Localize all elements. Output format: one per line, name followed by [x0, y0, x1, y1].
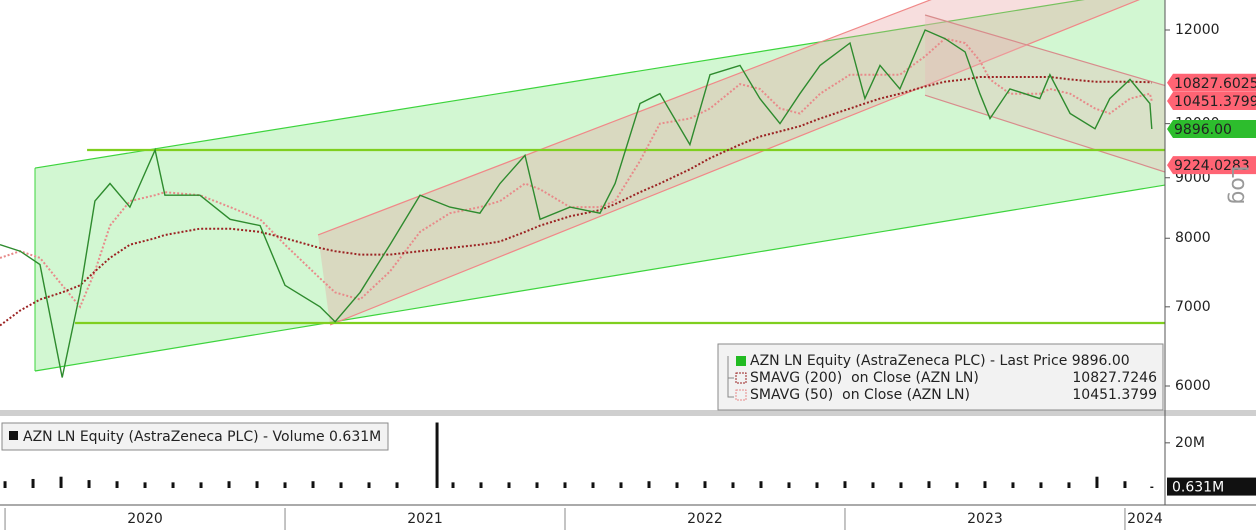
x-tick-label: 2024 [1127, 511, 1163, 527]
legend-bracket [727, 356, 734, 398]
channel-fill [925, 14, 1165, 173]
volume-bar [1067, 482, 1071, 488]
moving-average-line [0, 76, 1153, 327]
price-line [0, 29, 1153, 378]
volume-bar [395, 482, 399, 488]
volume-bar [563, 482, 567, 488]
channel-line [34, 184, 1165, 372]
channel-line [924, 14, 1165, 87]
channel-line [924, 94, 1165, 173]
legend-label: SMAVG (200) on Close (AZN LN) [750, 370, 979, 386]
legend-value: 10827.7246 [1072, 370, 1157, 386]
y-tick-label: 20M [1175, 435, 1205, 451]
volume-bar [227, 481, 231, 488]
channel-fill [318, 0, 1139, 325]
volume-bar [451, 482, 455, 488]
volume-bar [815, 482, 819, 488]
volume-tag-label: 0.631M [1172, 480, 1224, 496]
x-tick-label: 2023 [967, 511, 1003, 527]
legend-label: AZN LN Equity (AstraZeneca PLC) - Last P… [750, 353, 1130, 369]
price-panel [0, 0, 1165, 378]
volume-bar [171, 482, 175, 488]
volume-bar [759, 481, 763, 488]
y-tick-label: 6000 [1175, 378, 1211, 394]
legend-value: 10451.3799 [1072, 387, 1157, 403]
y-tick-label: 7000 [1175, 299, 1211, 315]
price-tag-label: 9224.0283 [1174, 158, 1250, 174]
volume-bar [143, 482, 147, 488]
volume-bar [871, 482, 875, 488]
volume-bar [87, 480, 91, 488]
volume-bar [3, 481, 7, 488]
price-tag [1167, 73, 1256, 92]
overlay: 6000700080009000100001200010827.60251045… [1, 22, 1256, 530]
volume-bar [675, 482, 679, 488]
legend-box [717, 343, 1164, 411]
volume-bar [311, 481, 315, 488]
volume-bar [899, 482, 903, 488]
x-tick-label: 2020 [127, 511, 163, 527]
volume-bar [1150, 486, 1154, 488]
volume-bar [1039, 482, 1043, 488]
volume-bar [479, 482, 483, 488]
price-tag-label: 10451.3799 [1174, 94, 1256, 110]
volume-bar [843, 481, 847, 488]
volume-bar [1123, 481, 1127, 488]
volume-bar [1095, 476, 1099, 488]
price-tag [1167, 120, 1256, 139]
volume-bar [435, 422, 439, 488]
price-tag [1167, 91, 1256, 110]
volume-bar [619, 482, 623, 488]
legend-swatch [9, 431, 18, 440]
volume-bar [283, 482, 287, 488]
legend-swatch [735, 389, 747, 401]
legend-box [1, 422, 389, 451]
price-tag-label: 9896.00 [1174, 122, 1232, 138]
y-tick-label: 12000 [1175, 22, 1220, 38]
x-tick-label: 2021 [407, 511, 443, 527]
volume-bar [115, 481, 119, 488]
volume-bar [1011, 482, 1015, 488]
channel-line [34, 0, 1085, 169]
y-tick-label: 8000 [1175, 230, 1211, 246]
legend-label: SMAVG (50) on Close (AZN LN) [750, 387, 970, 403]
legend-swatch [736, 356, 746, 366]
volume-tag [1167, 477, 1256, 496]
volume-bar [59, 476, 63, 488]
x-tick-label: 2022 [687, 511, 723, 527]
panel-divider [0, 410, 1256, 416]
legend-swatch [735, 372, 747, 384]
volume-bar [31, 478, 35, 488]
price-tag-label: 10827.6025 [1174, 76, 1256, 92]
volume-bar [647, 481, 651, 488]
volume-bar [731, 482, 735, 488]
volume-bar [535, 482, 539, 488]
legend-label: AZN LN Equity (AstraZeneca PLC) - Volume… [23, 429, 381, 445]
price-tag [1167, 156, 1256, 175]
channel-fill [34, 0, 1165, 371]
volume-bar [787, 482, 791, 488]
volume-bar [255, 481, 259, 488]
volume-bar [339, 482, 343, 488]
volume-bar [507, 482, 511, 488]
volume-bar [955, 482, 959, 488]
volume-bar [591, 482, 595, 488]
volume-bar [983, 481, 987, 488]
volume-bar [199, 482, 203, 488]
volume-bar [367, 482, 371, 488]
volume-bar [927, 481, 931, 488]
volume-bar [703, 481, 707, 488]
axis-note: Log [1226, 165, 1251, 204]
channel-line [317, 0, 932, 236]
